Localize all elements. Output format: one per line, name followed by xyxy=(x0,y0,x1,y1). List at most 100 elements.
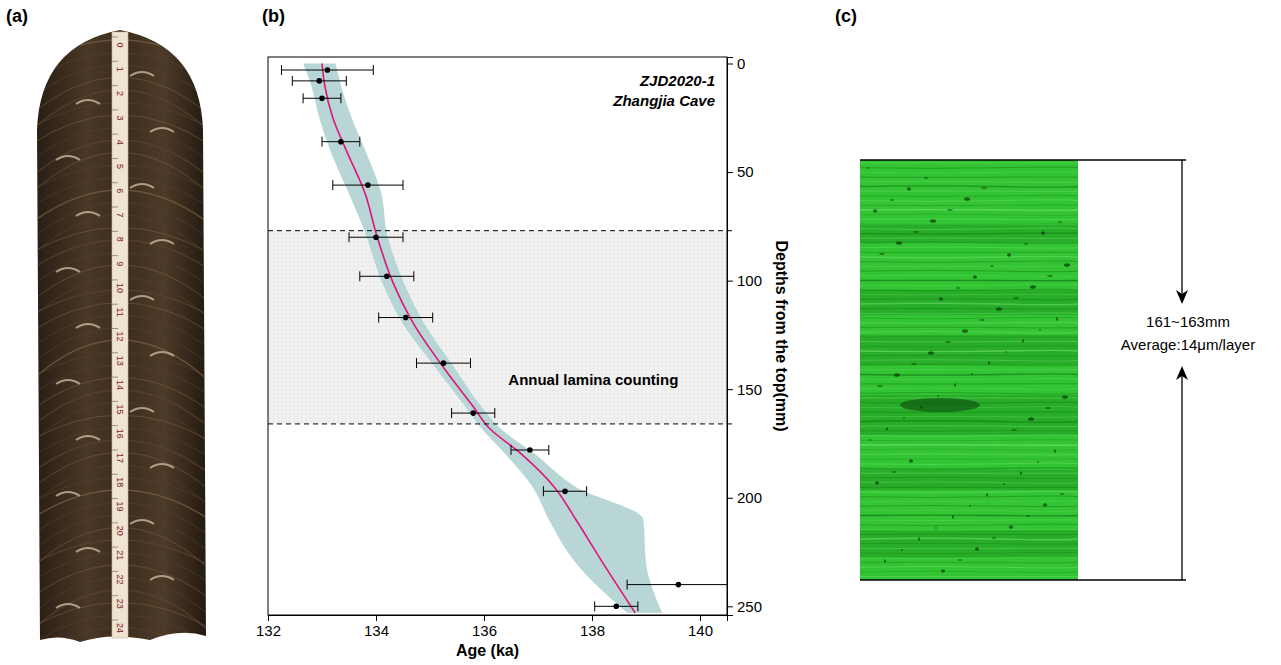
ruler-tick xyxy=(112,449,118,450)
inclusion xyxy=(1003,483,1005,485)
ruler-tick xyxy=(112,328,118,329)
micrograph-background xyxy=(860,160,1078,580)
ruler-tick xyxy=(112,352,118,353)
error-cap xyxy=(548,445,549,455)
error-cap xyxy=(470,358,471,368)
y-tick-mark xyxy=(727,389,733,390)
x-tick-mark xyxy=(268,615,269,621)
ruler-tick xyxy=(112,134,118,135)
lamina-line xyxy=(860,336,1078,338)
error-cap xyxy=(637,601,638,611)
inclusion xyxy=(969,505,971,507)
ruler-label: 8 xyxy=(115,237,125,242)
y-axis: 050100150200250 xyxy=(727,55,762,616)
lamina-line xyxy=(860,308,1078,310)
lamina-line xyxy=(860,524,1078,525)
lamina-line xyxy=(860,190,1078,191)
inclusion xyxy=(981,187,987,189)
calcite-streak xyxy=(130,408,154,412)
inclusion xyxy=(958,559,962,561)
dating-point xyxy=(360,271,414,281)
inclusion xyxy=(964,197,970,201)
lamina-line xyxy=(860,435,1078,436)
y-tick: 250 xyxy=(727,598,762,615)
y-tick-label: 100 xyxy=(737,272,762,289)
calcite-streak xyxy=(76,548,100,552)
ruler-tick xyxy=(112,279,118,280)
chart-title: ZJD2020-1 xyxy=(639,72,715,89)
ruler-label: 0 xyxy=(115,42,125,47)
calcite-streak xyxy=(76,100,100,104)
lamina-line xyxy=(860,294,1078,295)
inclusion xyxy=(1007,253,1011,257)
lamina-boundary xyxy=(268,230,735,231)
lamina-line xyxy=(860,529,1078,531)
point xyxy=(338,139,344,145)
lamina-line xyxy=(860,204,1078,206)
error-cap xyxy=(543,486,544,496)
ruler-label: 23 xyxy=(115,599,125,609)
error-cap xyxy=(511,445,512,455)
ruler-tick xyxy=(112,85,118,86)
inclusion xyxy=(1028,417,1034,421)
inclusion xyxy=(1024,243,1028,245)
plot-frame xyxy=(268,57,727,615)
error-cap xyxy=(373,65,374,75)
inclusion xyxy=(956,287,960,289)
calcite-streak xyxy=(150,240,174,244)
ruler-tick xyxy=(112,182,118,183)
figure: (a)(b)(c)0123456789101112131415161718192… xyxy=(0,0,1281,665)
dating-point xyxy=(379,313,433,323)
inclusion xyxy=(1054,449,1056,453)
lamina-line xyxy=(860,167,1078,168)
point xyxy=(325,67,331,73)
lamina-line xyxy=(860,510,1078,511)
bracket-line xyxy=(860,579,1186,581)
lamina-line xyxy=(860,552,1078,553)
lamina-line xyxy=(860,449,1078,450)
x-tick-mark xyxy=(376,615,377,621)
y-tick: 0 xyxy=(727,55,745,72)
lamina-line xyxy=(860,223,1078,225)
dating-point xyxy=(417,358,471,368)
ruler-label: 6 xyxy=(115,188,125,193)
lamina-line xyxy=(860,242,1078,243)
panel-label: (b) xyxy=(262,6,285,26)
lamina-line xyxy=(860,346,1078,347)
ruler-tick xyxy=(112,522,118,523)
lamina-line xyxy=(860,515,1078,517)
error-cap xyxy=(403,180,404,190)
x-tick: 132 xyxy=(256,615,281,639)
micrograph xyxy=(860,160,1078,580)
error-cap xyxy=(432,313,433,323)
lamina-line xyxy=(860,261,1078,262)
inclusion xyxy=(996,307,1002,311)
error-cap xyxy=(413,271,414,281)
x-tick: 140 xyxy=(688,615,713,639)
error-cap xyxy=(378,313,379,323)
inclusion xyxy=(1041,231,1045,235)
ruler-tick xyxy=(112,158,118,159)
ruler-tick xyxy=(112,401,118,402)
ruler-label: 10 xyxy=(115,283,125,293)
micrograph-band xyxy=(860,290,1078,315)
inclusion xyxy=(873,209,877,213)
inclusion xyxy=(875,481,879,485)
lamina-line xyxy=(860,285,1078,286)
inclusion xyxy=(909,459,913,463)
lamina-line xyxy=(860,256,1078,257)
lamina-line xyxy=(860,576,1078,577)
lamina-line xyxy=(860,388,1078,389)
lamina-zone xyxy=(268,231,727,424)
ruler-label: 7 xyxy=(115,213,125,218)
inclusion xyxy=(939,297,943,301)
ruler-tick xyxy=(112,571,118,572)
age-model-line xyxy=(322,64,635,613)
lamina-line xyxy=(860,355,1078,356)
error-cap xyxy=(594,601,595,611)
ruler-label: 20 xyxy=(115,526,125,536)
inclusion xyxy=(901,549,903,551)
inclusion xyxy=(1020,471,1022,475)
x-tick-mark xyxy=(700,615,701,621)
y-tick: 200 xyxy=(727,489,762,506)
